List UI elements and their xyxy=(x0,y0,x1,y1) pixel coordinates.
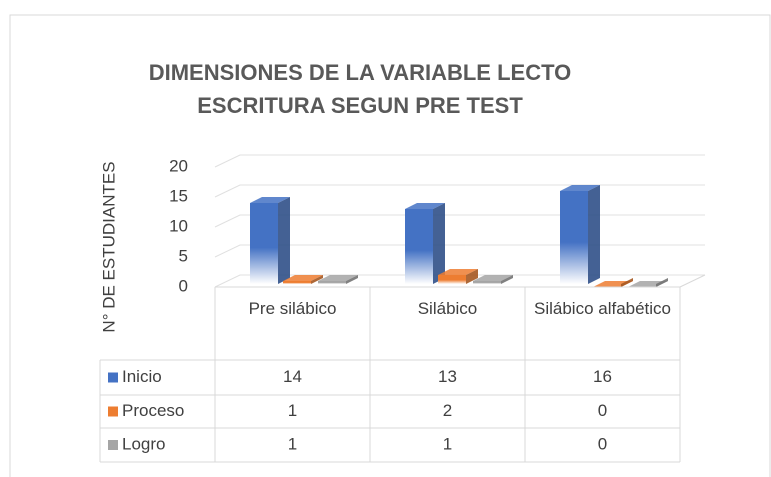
y-tick-label: 5 xyxy=(179,246,188,265)
bar xyxy=(250,197,290,284)
bar-side xyxy=(466,269,478,284)
bar-side xyxy=(278,197,290,284)
bar-front xyxy=(250,203,278,284)
bar-top xyxy=(560,185,600,191)
bar-front xyxy=(405,209,433,284)
bar xyxy=(283,275,323,284)
grid-line xyxy=(214,274,705,288)
grid-line xyxy=(214,214,705,228)
grid-line xyxy=(214,184,705,198)
bar-front xyxy=(560,191,588,284)
bar-side xyxy=(588,185,600,284)
bar xyxy=(593,278,633,287)
table-value: 0 xyxy=(598,434,607,453)
x-tick-label: Silábico alfabético xyxy=(533,299,672,318)
x-tick-label: Pre silábico xyxy=(248,299,337,318)
bar xyxy=(318,275,358,284)
legend-label: Logro xyxy=(122,434,165,453)
bar-top xyxy=(405,203,445,209)
legend-swatch xyxy=(108,372,118,383)
bar-top xyxy=(283,275,323,281)
legend-swatch xyxy=(108,440,118,450)
bar-side xyxy=(621,278,633,287)
legend-swatch xyxy=(108,406,118,417)
x-tick-label: Silábico xyxy=(417,299,478,318)
bar-side xyxy=(433,203,445,284)
bar xyxy=(628,278,668,287)
chart-border xyxy=(9,14,771,477)
bar-front xyxy=(283,281,311,284)
bar-top xyxy=(318,275,358,281)
bar xyxy=(473,275,513,284)
floor-right xyxy=(679,274,706,288)
y-axis-label: N° DE ESTUDIANTES xyxy=(99,161,118,332)
y-tick-label: 0 xyxy=(179,276,188,295)
table-value: 0 xyxy=(598,401,607,420)
bar-side xyxy=(311,275,323,284)
table-value: 1 xyxy=(288,434,297,453)
bar-side xyxy=(346,275,358,284)
bar-top xyxy=(250,197,290,203)
grid-line xyxy=(214,154,705,168)
bar-top xyxy=(473,275,513,281)
table-value: 13 xyxy=(438,367,457,386)
y-tick-label: 10 xyxy=(169,216,188,235)
bar-side xyxy=(501,275,513,284)
chart-title: DIMENSIONES DE LA VARIABLE LECTO ESCRITU… xyxy=(148,60,572,118)
bar-front xyxy=(318,281,346,284)
bar-side xyxy=(656,278,668,287)
bar-front xyxy=(438,275,466,284)
y-tick-label: 15 xyxy=(169,186,188,205)
table-value: 1 xyxy=(288,401,297,420)
y-tick-label: 20 xyxy=(169,156,188,175)
bar-front xyxy=(473,281,501,284)
grid-line xyxy=(214,244,705,258)
table-value: 2 xyxy=(443,401,452,420)
legend-label: Inicio xyxy=(122,367,162,386)
bar-top xyxy=(438,269,478,275)
table-value: 14 xyxy=(283,367,302,386)
legend-label: Proceso xyxy=(122,401,184,420)
bar xyxy=(438,269,478,284)
table-value: 16 xyxy=(593,367,612,386)
table-value: 1 xyxy=(443,434,452,453)
bar xyxy=(560,185,600,284)
bar xyxy=(405,203,445,284)
